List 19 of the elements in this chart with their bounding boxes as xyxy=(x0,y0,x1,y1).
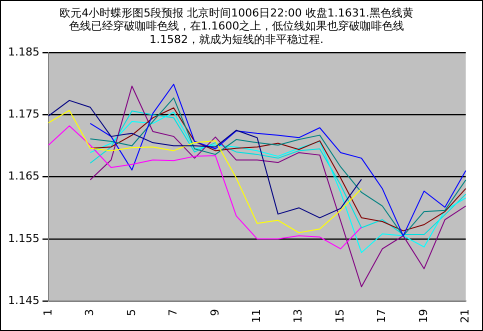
x-tick-label: 15 xyxy=(333,309,346,324)
text: 色线已经穿破咖啡色线，在1.1600之上，低位线如果也穿破咖啡色线 xyxy=(68,20,404,33)
text: 1.1582，就成为短线的非平稳过程. xyxy=(150,32,324,46)
y-tick-label: 1.145 xyxy=(8,294,40,307)
x-tick-label: 1 xyxy=(41,309,54,316)
y-tick-label: 1.185 xyxy=(8,45,40,58)
y-tick-label: 1.175 xyxy=(8,108,40,121)
y-tick-label: 1.155 xyxy=(8,232,40,245)
x-tick-label: 11 xyxy=(250,309,264,324)
x-tick-label: 3 xyxy=(83,309,96,316)
x-tick-label: 19 xyxy=(416,309,430,324)
text: 欧元4小时蝶形图5段预报 北京时间1006日22:00 收盘1.1631.黑色线黄 xyxy=(60,6,414,20)
x-tick-label: 13 xyxy=(292,309,305,324)
x-tick-label: 5 xyxy=(124,309,138,316)
x-tick-label: 17 xyxy=(375,309,388,324)
x-tick-label: 21 xyxy=(458,309,472,324)
y-tick-label: 1.165 xyxy=(8,170,40,183)
x-tick-label: 7 xyxy=(166,309,180,316)
x-tick-label: 9 xyxy=(208,309,222,316)
